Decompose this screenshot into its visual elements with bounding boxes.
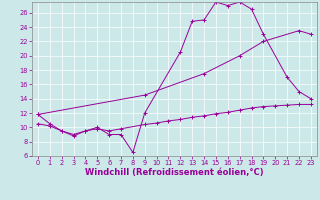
X-axis label: Windchill (Refroidissement éolien,°C): Windchill (Refroidissement éolien,°C) [85, 168, 264, 177]
